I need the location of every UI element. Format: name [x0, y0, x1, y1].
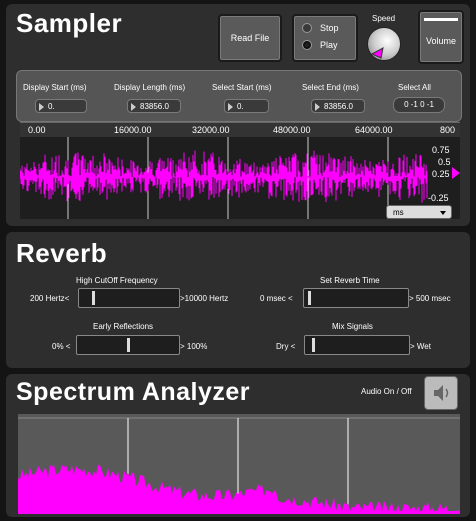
- mix-slider[interactable]: [304, 335, 410, 355]
- number-arrow-icon: [315, 103, 320, 111]
- slider-handle: [127, 338, 130, 352]
- read-file-button[interactable]: Read File: [218, 14, 282, 62]
- stop-label: Stop: [320, 23, 339, 33]
- volume-label: Volume: [425, 36, 457, 46]
- display-start-field[interactable]: 0.: [35, 99, 87, 113]
- mix-label: Mix Signals: [332, 322, 373, 331]
- spectrum-fill: [18, 464, 460, 514]
- spectrum-panel: Spectrum Analyzer Audio On / Off: [6, 374, 470, 517]
- audio-toggle-button[interactable]: [424, 376, 458, 410]
- early-reflections-max: > 100%: [180, 342, 208, 351]
- early-reflections-slider[interactable]: [76, 335, 180, 355]
- reverb-time-max: > 500 msec: [409, 294, 451, 303]
- select-all-button[interactable]: 0 -1 0 -1: [393, 97, 445, 113]
- waveform-ruler: 0.00 16000.00 32000.00 48000.00 64000.00…: [20, 123, 460, 137]
- slider-handle: [92, 291, 96, 305]
- ruler-label: 0.00: [28, 125, 46, 135]
- speaker-icon: [434, 385, 449, 401]
- ruler-label: 32000.00: [192, 125, 230, 135]
- select-start-field[interactable]: 0.: [224, 99, 269, 113]
- waveform-trace: [20, 150, 428, 203]
- amp-label: 0.5: [438, 157, 451, 167]
- display-length-field[interactable]: 83856.0: [127, 99, 181, 113]
- ruler-label: 64000.00: [355, 125, 393, 135]
- display-start-label: Display Start (ms): [23, 83, 87, 92]
- slider-handle: [307, 291, 311, 305]
- display-length-label: Display Length (ms): [114, 83, 186, 92]
- ruler-label: 48000.00: [273, 125, 311, 135]
- ruler-label: 16000.00: [114, 125, 152, 135]
- select-all-label: Select All: [398, 83, 431, 92]
- reverb-panel: Reverb High CutOff Frequency 200 Hertz< …: [6, 232, 470, 368]
- number-arrow-icon: [131, 103, 136, 111]
- speed-indicator-icon: [370, 47, 384, 59]
- play-label: Play: [320, 40, 338, 50]
- play-radio-circle: [302, 40, 312, 50]
- slider-handle: [311, 338, 315, 352]
- speed-label: Speed: [372, 14, 396, 23]
- volume-slider-handle: [424, 18, 458, 21]
- chevron-down-icon: [440, 211, 446, 215]
- sampler-control-strip: Display Start (ms) 0. Display Length (ms…: [16, 70, 462, 122]
- waveform-plot: [20, 137, 460, 219]
- high-cutoff-max: >10000 Hertz: [180, 294, 229, 303]
- high-cutoff-min: 200 Hertz<: [30, 294, 70, 303]
- transport-radio-group: Stop Play: [292, 14, 358, 62]
- volume-slider[interactable]: Volume: [418, 10, 464, 64]
- select-end-field[interactable]: 83856.0: [311, 99, 365, 113]
- audio-toggle-label: Audio On / Off: [361, 387, 412, 396]
- reverb-time-min: 0 msec <: [260, 294, 293, 303]
- amp-label: -0.25: [428, 193, 449, 203]
- unit-menu-value: ms: [393, 208, 404, 217]
- play-radio[interactable]: Play: [302, 40, 338, 50]
- early-reflections-min: 0% <: [52, 342, 71, 351]
- number-arrow-icon: [228, 103, 233, 111]
- stop-radio-circle: [302, 23, 312, 33]
- select-end-label: Select End (ms): [302, 83, 359, 92]
- early-reflections-label: Early Reflections: [93, 322, 154, 331]
- reverb-title: Reverb: [16, 238, 108, 268]
- amp-label: 0.75: [432, 145, 450, 155]
- mix-min: Dry <: [276, 342, 296, 351]
- playhead-marker: [452, 167, 460, 179]
- spectrum-plot: [18, 414, 460, 514]
- reverb-time-label: Set Reverb Time: [320, 276, 380, 285]
- ruler-label: 800: [440, 125, 456, 135]
- waveform-display[interactable]: 0.00 16000.00 32000.00 48000.00 64000.00…: [20, 122, 460, 219]
- spectrum-title: Spectrum Analyzer: [16, 378, 251, 406]
- select-start-label: Select Start (ms): [212, 83, 272, 92]
- stop-radio[interactable]: Stop: [302, 23, 339, 33]
- high-cutoff-slider[interactable]: [78, 288, 180, 308]
- sampler-title: Sampler: [16, 8, 123, 38]
- mix-max: > Wet: [410, 342, 431, 351]
- reverb-time-slider[interactable]: [303, 288, 409, 308]
- amp-label: 0.25: [432, 169, 450, 179]
- sampler-panel: Sampler Read File Stop Play Speed Volume…: [6, 4, 470, 226]
- high-cutoff-label: High CutOff Frequency: [76, 276, 158, 285]
- unit-menu[interactable]: ms: [386, 205, 452, 219]
- number-arrow-icon: [39, 103, 44, 111]
- speed-dial[interactable]: [367, 27, 401, 61]
